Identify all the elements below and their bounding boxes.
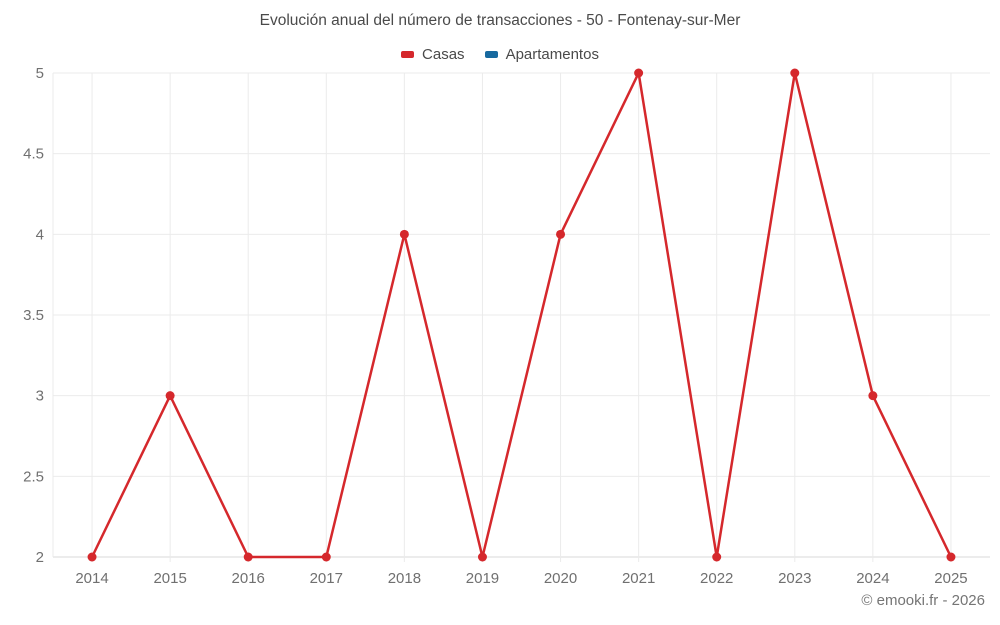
x-axis-tick-label: 2016	[232, 570, 265, 587]
legend-item-apartamentos[interactable]: Apartamentos	[484, 46, 599, 63]
y-axis-tick-label: 4	[36, 226, 44, 243]
legend: Casas Apartamentos	[0, 46, 1000, 63]
x-axis-tick-label: 2024	[856, 570, 889, 587]
legend-label-apartamentos: Apartamentos	[505, 46, 599, 63]
y-axis-tick-label: 2	[36, 549, 44, 566]
x-axis-tick-label: 2019	[466, 570, 499, 587]
x-axis-tick-label: 2014	[75, 570, 108, 587]
x-axis-tick-label: 2023	[778, 570, 811, 587]
x-axis-tick-label: 2021	[622, 570, 655, 587]
x-axis-tick-label: 2020	[544, 570, 577, 587]
data-point-casas-2018[interactable]	[399, 229, 409, 239]
data-point-casas-2020[interactable]	[556, 229, 566, 239]
series-line-casas	[90, 71, 953, 559]
data-point-casas-2025[interactable]	[946, 552, 956, 562]
x-axis-tick-label: 2018	[388, 570, 421, 587]
y-axis-tick-label: 2.5	[23, 468, 44, 485]
data-point-casas-2021[interactable]	[634, 68, 644, 78]
x-axis-tick-label: 2017	[310, 570, 343, 587]
x-axis-tick-label: 2015	[153, 570, 186, 587]
chart-title: Evolución anual del número de transaccio…	[259, 12, 741, 29]
data-point-casas-2024[interactable]	[868, 391, 878, 401]
legend-label-casas: Casas	[422, 46, 465, 63]
x-axis-tick-label: 2022	[700, 570, 733, 587]
legend-item-casas[interactable]: Casas	[401, 46, 465, 63]
data-point-casas-2016[interactable]	[243, 552, 253, 562]
data-point-casas-2019[interactable]	[477, 552, 487, 562]
y-axis-tick-label: 5	[36, 65, 44, 82]
y-axis-tick-label: 3	[36, 388, 44, 405]
chart-footer: © emooki.fr - 2026	[861, 592, 985, 609]
legend-swatch-apartamentos-icon	[484, 51, 498, 58]
y-axis-tick-label: 3.5	[23, 307, 44, 324]
data-point-casas-2017[interactable]	[321, 552, 331, 562]
data-point-casas-2023[interactable]	[790, 68, 800, 78]
data-point-casas-2022[interactable]	[712, 552, 722, 562]
legend-swatch-casas-icon	[401, 51, 415, 58]
data-point-casas-2014[interactable]	[87, 552, 97, 562]
x-axis-tick-label: 2025	[934, 570, 967, 587]
data-point-casas-2015[interactable]	[165, 391, 175, 401]
y-axis-tick-label: 4.5	[23, 146, 44, 163]
